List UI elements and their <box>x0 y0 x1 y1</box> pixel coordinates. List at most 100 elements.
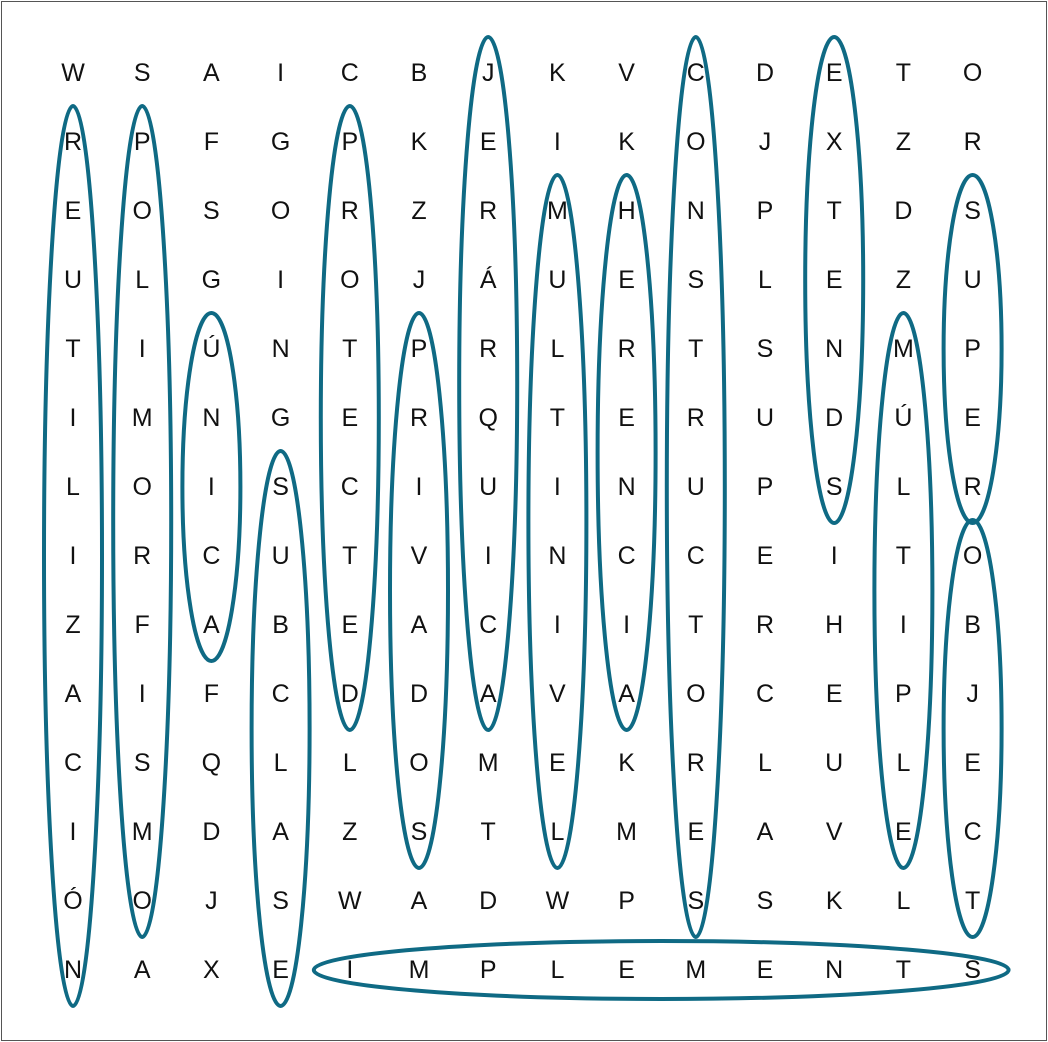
grid-letter[interactable]: I <box>554 128 561 156</box>
grid-letter[interactable]: P <box>757 473 774 501</box>
grid-letter[interactable]: S <box>757 887 774 915</box>
grid-letter[interactable]: S <box>964 956 981 984</box>
grid-letter[interactable]: I <box>277 59 284 87</box>
grid-letter[interactable]: U <box>272 542 290 570</box>
grid-letter[interactable]: R <box>756 611 774 639</box>
grid-letter[interactable]: F <box>204 128 219 156</box>
grid-letter[interactable]: A <box>480 680 497 708</box>
grid-letter[interactable]: K <box>411 128 428 156</box>
grid-letter[interactable]: R <box>687 404 705 432</box>
grid-letter[interactable]: S <box>272 887 289 915</box>
grid-letter[interactable]: O <box>686 680 705 708</box>
grid-letter[interactable]: I <box>70 404 77 432</box>
grid-letter[interactable]: A <box>757 818 774 846</box>
grid-letter[interactable]: D <box>479 887 497 915</box>
grid-letter[interactable]: N <box>687 197 705 225</box>
grid-letter[interactable]: A <box>618 680 635 708</box>
grid-letter[interactable]: W <box>338 887 362 915</box>
grid-letter[interactable]: O <box>132 473 151 501</box>
grid-letter[interactable]: D <box>894 197 912 225</box>
grid-letter[interactable]: Z <box>411 197 426 225</box>
grid-letter[interactable]: I <box>139 335 146 363</box>
grid-letter[interactable]: F <box>135 611 150 639</box>
grid-letter[interactable]: E <box>618 956 635 984</box>
grid-letter[interactable]: E <box>687 818 704 846</box>
grid-letter[interactable]: B <box>964 611 981 639</box>
grid-letter[interactable]: I <box>416 473 423 501</box>
grid-letter[interactable]: N <box>272 335 290 363</box>
grid-letter[interactable]: M <box>478 749 499 777</box>
grid-letter[interactable]: P <box>757 197 774 225</box>
grid-letter[interactable]: L <box>550 335 564 363</box>
grid-letter[interactable]: J <box>482 59 495 87</box>
grid-letter[interactable]: Q <box>478 404 497 432</box>
grid-letter[interactable]: P <box>480 956 497 984</box>
grid-letter[interactable]: U <box>756 404 774 432</box>
grid-letter[interactable]: T <box>65 335 80 363</box>
grid-letter[interactable]: S <box>134 59 151 87</box>
grid-letter[interactable]: V <box>411 542 428 570</box>
grid-letter[interactable]: C <box>202 542 220 570</box>
grid-letter[interactable]: I <box>346 956 353 984</box>
grid-letter[interactable]: G <box>202 266 221 294</box>
grid-letter[interactable]: P <box>964 335 981 363</box>
grid-letter[interactable]: O <box>963 59 982 87</box>
grid-letter[interactable]: R <box>479 335 497 363</box>
grid-letter[interactable]: E <box>272 956 289 984</box>
grid-letter[interactable]: P <box>341 128 358 156</box>
grid-letter[interactable]: T <box>827 197 842 225</box>
grid-letter[interactable]: G <box>271 404 290 432</box>
grid-letter[interactable]: T <box>550 404 565 432</box>
grid-letter[interactable]: F <box>204 680 219 708</box>
grid-letter[interactable]: A <box>411 887 428 915</box>
grid-letter[interactable]: L <box>896 887 910 915</box>
grid-letter[interactable]: E <box>757 542 774 570</box>
grid-letter[interactable]: I <box>554 611 561 639</box>
grid-letter[interactable]: T <box>481 818 496 846</box>
grid-letter[interactable]: L <box>550 956 564 984</box>
grid-letter[interactable]: U <box>687 473 705 501</box>
grid-letter[interactable]: S <box>964 197 981 225</box>
grid-letter[interactable]: S <box>134 749 151 777</box>
grid-letter[interactable]: O <box>132 887 151 915</box>
grid-letter[interactable]: M <box>685 956 706 984</box>
grid-letter[interactable]: N <box>202 404 220 432</box>
grid-letter[interactable]: L <box>896 749 910 777</box>
grid-letter[interactable]: D <box>756 59 774 87</box>
grid-letter[interactable]: J <box>759 128 772 156</box>
grid-letter[interactable]: G <box>271 128 290 156</box>
grid-letter[interactable]: S <box>272 473 289 501</box>
grid-letter[interactable]: S <box>687 266 704 294</box>
grid-letter[interactable]: R <box>964 128 982 156</box>
grid-letter[interactable]: P <box>895 680 912 708</box>
grid-letter[interactable]: T <box>896 956 911 984</box>
grid-letter[interactable]: L <box>135 266 149 294</box>
grid-letter[interactable]: I <box>831 542 838 570</box>
grid-letter[interactable]: U <box>825 749 843 777</box>
grid-letter[interactable]: E <box>826 266 843 294</box>
grid-letter[interactable]: P <box>618 887 635 915</box>
grid-letter[interactable]: L <box>274 749 288 777</box>
grid-letter[interactable]: R <box>410 404 428 432</box>
grid-letter[interactable]: Q <box>202 749 221 777</box>
grid-letter[interactable]: C <box>64 749 82 777</box>
grid-letter[interactable]: I <box>208 473 215 501</box>
grid-letter[interactable]: K <box>618 128 635 156</box>
grid-letter[interactable]: W <box>546 887 570 915</box>
grid-letter[interactable]: J <box>205 887 218 915</box>
grid-letter[interactable]: C <box>687 542 705 570</box>
grid-letter[interactable]: O <box>132 197 151 225</box>
grid-letter[interactable]: T <box>688 611 703 639</box>
grid-letter[interactable]: I <box>623 611 630 639</box>
grid-letter[interactable]: V <box>826 818 843 846</box>
grid-letter[interactable]: L <box>758 266 772 294</box>
grid-letter[interactable]: Z <box>342 818 357 846</box>
grid-letter[interactable]: D <box>341 680 359 708</box>
grid-letter[interactable]: T <box>965 887 980 915</box>
grid-letter[interactable]: L <box>66 473 80 501</box>
grid-letter[interactable]: E <box>618 266 635 294</box>
grid-letter[interactable]: N <box>548 542 566 570</box>
grid-letter[interactable]: S <box>757 335 774 363</box>
grid-letter[interactable]: I <box>70 818 77 846</box>
grid-letter[interactable]: U <box>479 473 497 501</box>
